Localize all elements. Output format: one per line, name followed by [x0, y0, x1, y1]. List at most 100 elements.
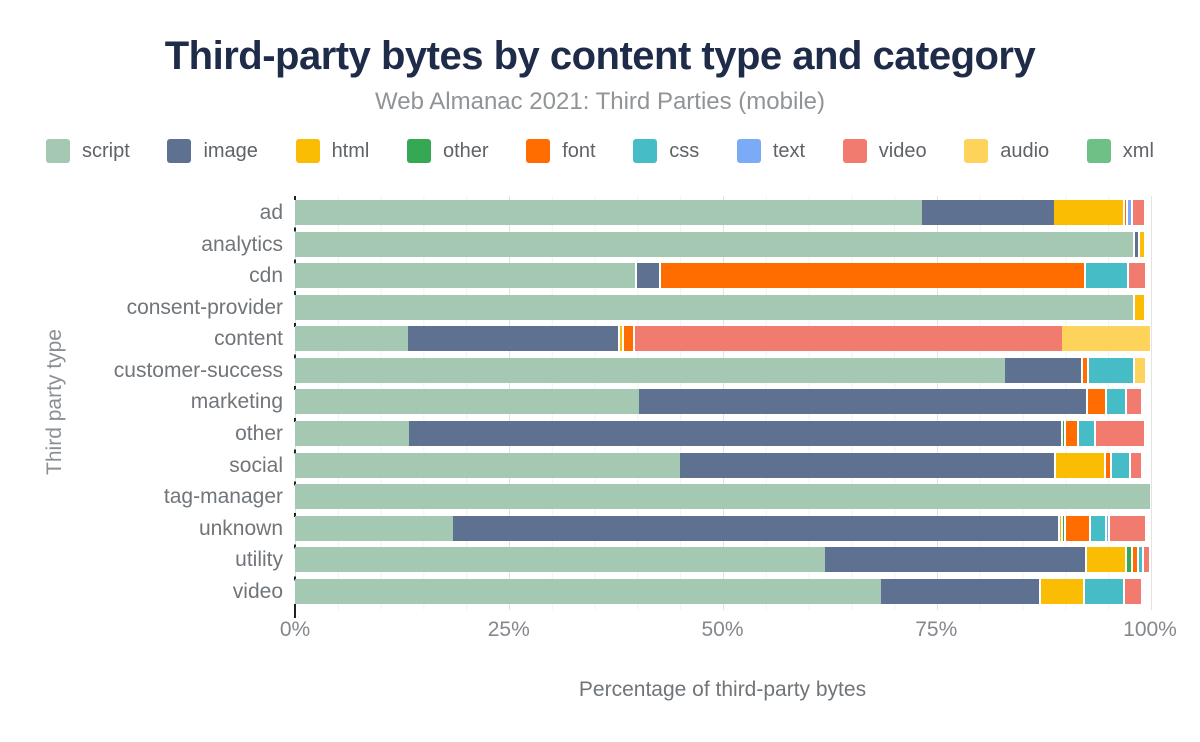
- bar-segment-video: [1109, 515, 1145, 541]
- bar-segment-css: [1112, 452, 1132, 478]
- bar-segment-image: [408, 421, 1063, 447]
- bar-segment-html: [1041, 578, 1085, 604]
- bar-segment-other: [1126, 547, 1133, 573]
- bar-segment-font: [1087, 389, 1108, 415]
- stacked-bar-cdn: [295, 263, 1150, 289]
- bar-segment-script: [295, 294, 1136, 320]
- bar-segment-other: [1062, 421, 1067, 447]
- bar-segment-html: [1086, 547, 1127, 573]
- bar-segment-html: [1139, 231, 1144, 257]
- category-label: customer-success: [113, 358, 283, 382]
- stacked-bar-video: [295, 578, 1150, 604]
- legend-item-video: video: [842, 139, 927, 163]
- bar-segment-video: [1132, 200, 1144, 225]
- bar-segment-video: [632, 326, 1062, 352]
- chart-row: utility: [0, 547, 1150, 573]
- bar-segment-font: [1083, 357, 1090, 383]
- stacked-bar-unknown: [295, 515, 1150, 541]
- x-tick-label: 100%: [1123, 618, 1177, 641]
- chart-row: social: [0, 452, 1150, 478]
- bar-segment-video: [1131, 452, 1141, 478]
- legend-item-script: script: [46, 139, 130, 163]
- category-label: marketing: [190, 390, 283, 414]
- bar-segment-script: [295, 389, 639, 415]
- bar-segment-image: [638, 389, 1088, 415]
- chart-row: cdn: [0, 263, 1150, 289]
- bar-segment-video: [1128, 263, 1145, 289]
- legend-label: other: [443, 140, 489, 162]
- bar-segment-html: [1060, 515, 1063, 541]
- legend-label: css: [669, 140, 700, 162]
- bar-segment-image: [880, 578, 1042, 604]
- chart-row: content: [0, 326, 1150, 352]
- category-label: utility: [235, 548, 283, 572]
- bar-segment-script: [295, 200, 922, 225]
- category-label: ad: [259, 201, 283, 224]
- x-tick-label: 25%: [487, 618, 530, 641]
- bar-segment-css: [1085, 578, 1126, 604]
- bar-segment-image: [637, 263, 660, 289]
- legend-swatch: [1086, 139, 1111, 163]
- stacked-bar-utility: [295, 547, 1150, 573]
- bar-segment-script: [295, 231, 1136, 257]
- x-axis-title: Percentage of third-party bytes: [578, 678, 867, 701]
- bar-segment-script: [295, 578, 881, 604]
- legend-label: script: [82, 140, 130, 162]
- bar-segment-css: [1138, 547, 1144, 573]
- bar-segment-css: [1089, 357, 1136, 383]
- chart-row: analytics: [0, 231, 1150, 257]
- legend-item-css: css: [633, 139, 699, 163]
- legend-item-html: html: [295, 139, 370, 163]
- chart-row: customer-success: [0, 357, 1150, 383]
- legend: script image html other font css text vi…: [46, 139, 1154, 163]
- x-axis-zero-tick: [294, 604, 296, 618]
- bar-segment-script: [295, 421, 409, 447]
- bar-segment-other: [1062, 515, 1067, 541]
- x-tick-label: 50%: [701, 618, 744, 641]
- category-label: analytics: [201, 232, 283, 256]
- stacked-bar-ad: [295, 200, 1150, 225]
- bar-segment-text: [1127, 200, 1133, 225]
- stacked-bar-marketing: [295, 389, 1150, 415]
- legend-label: xml: [1122, 140, 1154, 162]
- chart-subtitle: Web Almanac 2021: Third Parties (mobile): [375, 88, 825, 115]
- legend-swatch: [295, 139, 320, 163]
- legend-swatch: [526, 139, 551, 163]
- chart-row: ad: [0, 200, 1150, 225]
- chart-row: consent-provider: [0, 294, 1150, 320]
- bar-segment-css: [1078, 421, 1097, 447]
- legend-item-xml: xml: [1086, 139, 1154, 163]
- bar-segment-css: [1107, 389, 1127, 415]
- bar-segment-image: [1135, 231, 1140, 257]
- legend-item-image: image: [167, 139, 258, 163]
- bar-segment-html: [1135, 294, 1144, 320]
- chart-row: unknown: [0, 515, 1150, 541]
- bar-segment-image: [825, 547, 1087, 573]
- plot-area: ad analytics cdn consent-provider conten…: [0, 200, 1150, 604]
- bar-segment-video: [1126, 389, 1142, 415]
- bar-segment-script: [295, 484, 1150, 510]
- bar-segment-audio: [1135, 357, 1145, 383]
- x-tick-label: 75%: [915, 618, 958, 641]
- legend-label: video: [878, 140, 927, 162]
- category-label: unknown: [198, 516, 283, 540]
- bar-segment-font: [1066, 515, 1091, 541]
- bar-segment-script: [295, 515, 454, 541]
- bar-segment-font: [1132, 547, 1139, 573]
- bar-segment-script: [295, 452, 680, 478]
- bar-segment-image: [921, 200, 1055, 225]
- legend-item-other: other: [407, 139, 489, 163]
- legend-label: html: [331, 140, 370, 162]
- stacked-bar-customer-success: [295, 357, 1150, 383]
- bar-segment-audio: [1061, 326, 1150, 352]
- bar-segment-font: [1106, 452, 1113, 478]
- stacked-bar-analytics: [295, 231, 1150, 257]
- legend-swatch: [736, 139, 761, 163]
- bar-segment-html: [1055, 452, 1107, 478]
- stacked-bar-social: [295, 452, 1150, 478]
- legend-swatch: [407, 139, 431, 163]
- bar-segment-css: [1085, 263, 1129, 289]
- category-label: other: [235, 422, 283, 446]
- bar-segment-html: [1054, 200, 1126, 225]
